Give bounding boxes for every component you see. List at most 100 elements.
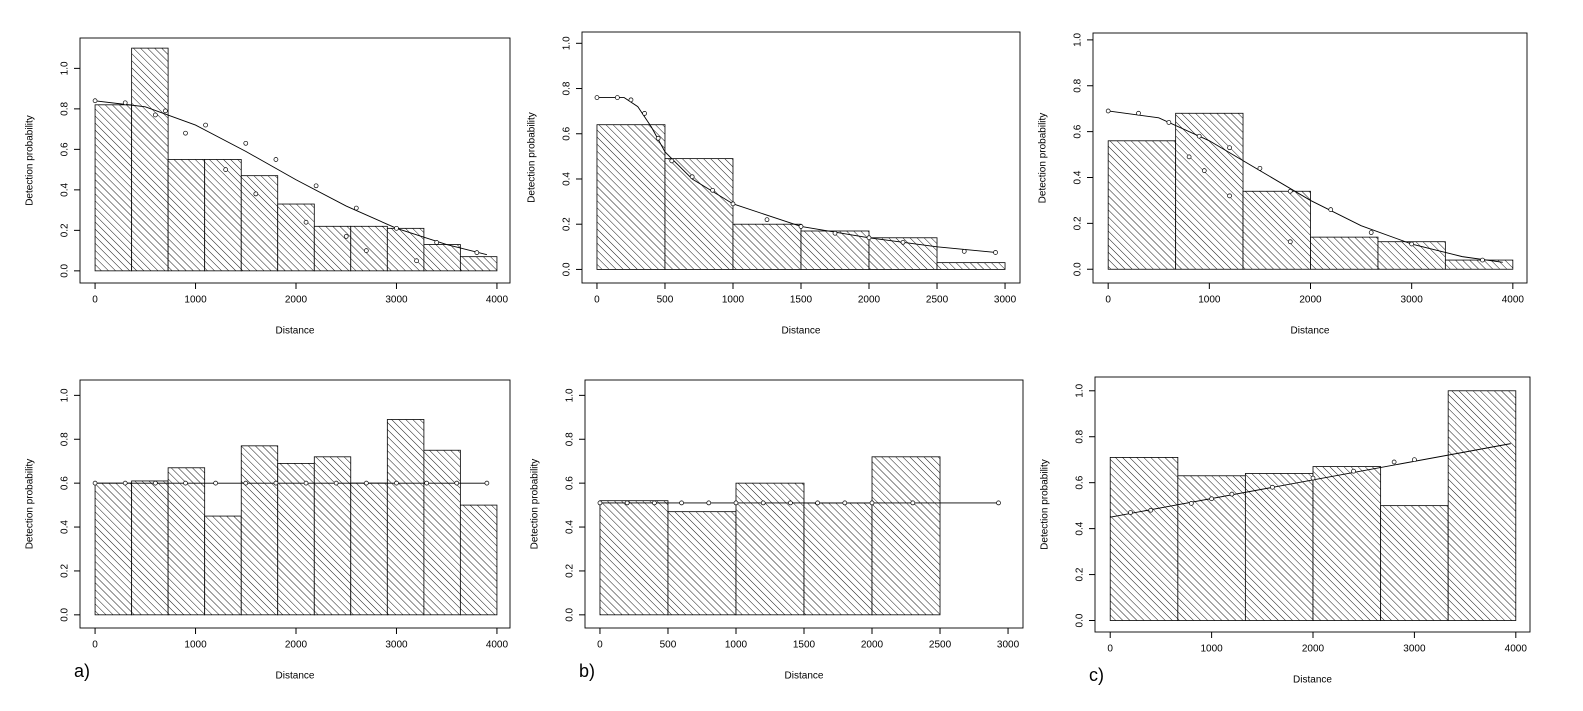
- point: [454, 480, 460, 486]
- y-tick-label: 0.8: [562, 81, 573, 95]
- bar: [732, 223, 802, 270]
- point: [764, 217, 770, 223]
- x-tick-label: 1000: [184, 640, 207, 651]
- point: [122, 480, 128, 486]
- point: [92, 480, 98, 486]
- point: [642, 111, 647, 116]
- point: [1412, 457, 1417, 463]
- bar: [1109, 457, 1179, 621]
- point: [363, 248, 369, 253]
- fit-line: [95, 100, 488, 256]
- y-tick-label: 0.0: [1075, 613, 1086, 627]
- point: [363, 480, 369, 486]
- x-tick-label: 0: [1107, 644, 1113, 655]
- point: [679, 500, 684, 506]
- point: [710, 187, 715, 193]
- point: [706, 500, 712, 506]
- point: [1229, 491, 1235, 497]
- point: [1480, 257, 1485, 263]
- point: [1227, 145, 1232, 151]
- bar: [350, 482, 388, 616]
- point: [1287, 239, 1293, 245]
- x-axis-label: Distance: [1291, 326, 1330, 337]
- y-tick-label: 1.0: [60, 61, 71, 75]
- x-tick-label: 3000: [997, 640, 1020, 651]
- y-tick-label: 0.0: [60, 607, 71, 621]
- point: [652, 500, 657, 506]
- point: [243, 480, 249, 486]
- y-tick-label: 0.4: [562, 172, 573, 186]
- x-tick-label: 4000: [486, 640, 509, 651]
- point: [1105, 108, 1111, 114]
- bar: [386, 419, 425, 616]
- panel-label: c): [1089, 665, 1104, 685]
- y-tick-label: 0.0: [1073, 262, 1084, 276]
- fit-line: [1108, 110, 1503, 263]
- y-axis-label: Detection probability: [530, 459, 541, 550]
- point: [92, 98, 98, 104]
- y-tick-label: 1.0: [562, 36, 573, 50]
- y-tick-label: 0.6: [565, 476, 576, 490]
- point: [1310, 475, 1316, 481]
- bar: [94, 482, 133, 616]
- y-tick-label: 1.0: [1073, 32, 1084, 46]
- point: [474, 250, 480, 255]
- bar: [596, 124, 666, 270]
- point: [394, 480, 399, 486]
- y-tick-label: 0.8: [1073, 78, 1084, 92]
- bar: [167, 467, 206, 616]
- bar: [1444, 259, 1514, 270]
- point: [303, 219, 309, 225]
- point: [1287, 188, 1293, 194]
- point: [434, 240, 440, 245]
- point: [798, 224, 804, 229]
- x-tick-label: 0: [597, 640, 603, 651]
- bar: [599, 500, 669, 616]
- point: [628, 97, 634, 103]
- point: [183, 130, 188, 136]
- point: [1188, 501, 1194, 506]
- point: [733, 500, 739, 506]
- point: [1196, 133, 1202, 139]
- point: [1136, 110, 1141, 116]
- y-axis-label: Detection probability: [25, 459, 36, 550]
- x-tick-label: 3000: [1401, 295, 1424, 306]
- y-axis-label: Detection probability: [1040, 459, 1051, 550]
- y-tick-label: 0.0: [565, 607, 576, 621]
- bar: [131, 480, 169, 616]
- point: [273, 157, 279, 162]
- y-axis-label: Detection probability: [527, 112, 538, 203]
- y-tick-label: 0.2: [60, 564, 71, 578]
- y-tick-label: 0.2: [1073, 216, 1084, 230]
- y-tick-label: 0.6: [1073, 124, 1084, 138]
- bar: [386, 227, 425, 272]
- point: [1201, 168, 1207, 173]
- point: [832, 230, 838, 236]
- y-tick-label: 0.4: [565, 520, 576, 534]
- y-tick-label: 0.8: [60, 101, 71, 115]
- x-tick-label: 0: [594, 295, 600, 306]
- point: [615, 95, 620, 100]
- point: [414, 258, 419, 264]
- bar: [1447, 390, 1517, 621]
- x-axis-label: Distance: [785, 671, 824, 682]
- x-tick-label: 2000: [861, 640, 884, 651]
- y-tick-label: 0.6: [562, 126, 573, 140]
- x-tick-label: 2000: [285, 295, 308, 306]
- y-tick-label: 1.0: [1075, 383, 1086, 397]
- x-tick-label: 1000: [1198, 295, 1221, 306]
- point: [1328, 207, 1334, 212]
- point: [1270, 484, 1275, 490]
- bar: [131, 47, 169, 272]
- y-tick-label: 0.2: [562, 217, 573, 231]
- y-tick-label: 0.2: [565, 564, 576, 578]
- x-axis-label: Distance: [782, 326, 821, 337]
- x-tick-label: 1000: [184, 295, 207, 306]
- bar: [664, 158, 734, 270]
- bar: [313, 456, 352, 616]
- bar: [277, 203, 315, 272]
- y-tick-label: 1.0: [60, 388, 71, 402]
- bar: [1107, 140, 1177, 270]
- plot-box: [79, 379, 511, 629]
- bar: [240, 445, 279, 616]
